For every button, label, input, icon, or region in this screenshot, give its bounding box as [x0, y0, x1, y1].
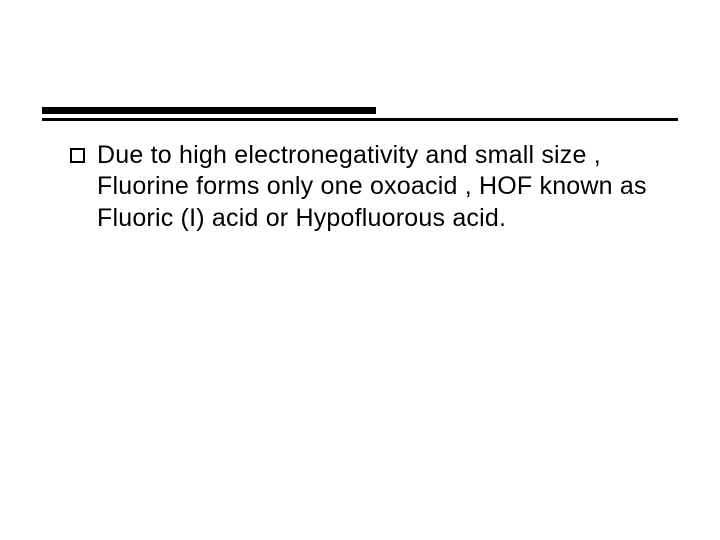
divider-thin [42, 118, 678, 121]
divider-thick [42, 107, 376, 114]
checkbox-bullet-icon [70, 148, 85, 163]
content-area: Due to high electronegativity and small … [70, 140, 660, 234]
bullet-text: Due to high electronegativity and small … [97, 140, 660, 234]
list-item: Due to high electronegativity and small … [70, 140, 660, 234]
slide: Due to high electronegativity and small … [0, 0, 720, 540]
